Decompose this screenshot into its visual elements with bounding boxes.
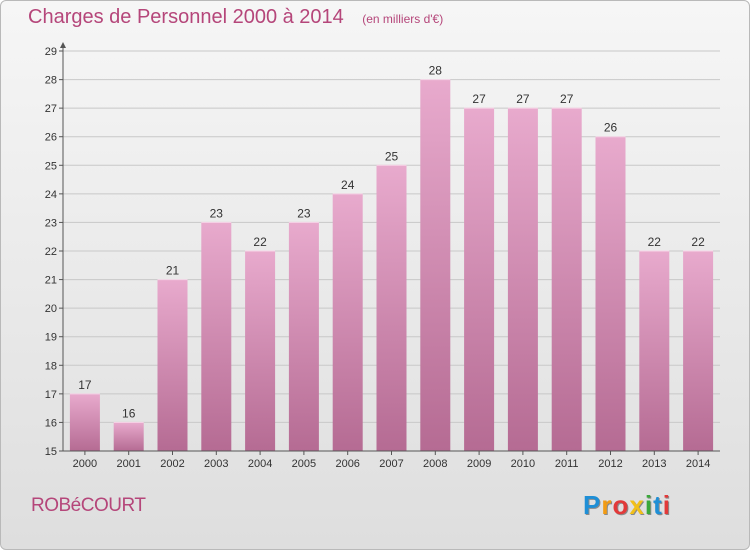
data-label: 17 [78, 378, 92, 392]
data-label: 21 [166, 264, 180, 278]
bar [245, 251, 276, 451]
y-tick-label: 27 [45, 103, 57, 115]
x-tick-label: 2001 [116, 458, 140, 470]
y-tick-label: 20 [45, 303, 57, 315]
bar [595, 136, 626, 451]
x-tick-label: 2009 [467, 458, 491, 470]
bar [113, 422, 144, 451]
y-axis-arrow [60, 42, 66, 48]
data-label: 22 [648, 235, 662, 249]
y-tick-label: 16 [45, 417, 57, 429]
bar [683, 251, 714, 451]
y-tick-label: 22 [45, 246, 57, 258]
bar [551, 108, 582, 452]
y-tick-label: 23 [45, 217, 57, 229]
x-tick-label: 2011 [555, 458, 579, 470]
bar [420, 79, 451, 452]
data-label: 27 [472, 92, 486, 106]
y-tick-label: 19 [45, 332, 57, 344]
x-tick-label: 2013 [642, 458, 666, 470]
bar [69, 393, 100, 451]
x-tick-label: 2002 [160, 458, 184, 470]
bar [376, 165, 407, 452]
bar [288, 222, 319, 451]
data-label: 23 [297, 206, 311, 220]
bar [507, 108, 538, 452]
data-label: 28 [429, 64, 443, 78]
x-tick-label: 2007 [379, 458, 403, 470]
y-tick-label: 21 [45, 275, 57, 287]
data-label: 24 [341, 178, 355, 192]
proxiti-logo: Proxiti [583, 490, 671, 521]
data-label: 25 [385, 149, 399, 163]
data-label: 27 [560, 92, 574, 106]
y-tick-label: 24 [45, 189, 57, 201]
logo-letter: i [662, 490, 671, 520]
logo-letter: x [629, 490, 645, 520]
y-tick-label: 29 [45, 46, 57, 58]
bar [157, 279, 188, 451]
y-tick-label: 26 [45, 132, 57, 144]
x-tick-label: 2006 [335, 458, 359, 470]
logo-letter: o [612, 490, 630, 520]
data-label: 27 [516, 92, 530, 106]
data-label: 16 [122, 406, 136, 420]
chart-subtitle: (en milliers d'€) [362, 12, 444, 26]
chart-title: Charges de Personnel 2000 à 2014 [28, 6, 344, 28]
logo-letter: i [644, 490, 654, 520]
axes: 15 16 17 18 19 20 21 22 23 24 25 26 27 28 29 2000 2001 20… [45, 42, 720, 470]
commune-name: ROBéCOURT [31, 495, 146, 516]
x-tick-label: 2012 [598, 458, 622, 470]
title-row: Charges de Personnel 2000 à 2014 (en mil… [28, 6, 443, 29]
x-tick-label: 2010 [511, 458, 535, 470]
logo-letter: P [583, 490, 602, 520]
data-label: 22 [253, 235, 267, 249]
bar [639, 251, 670, 451]
data-label: 23 [210, 206, 224, 220]
y-tick-label: 18 [45, 360, 57, 372]
x-tick-label: 2008 [423, 458, 447, 470]
x-tick-label: 2004 [248, 458, 272, 470]
y-tick-label: 17 [45, 389, 57, 401]
bar [464, 108, 495, 452]
y-tick-label: 15 [45, 446, 57, 458]
y-tick-label: 28 [45, 75, 57, 87]
logo-letter: t [653, 490, 663, 520]
bar [201, 222, 232, 451]
x-tick-label: 2003 [204, 458, 228, 470]
y-tick-label: 25 [45, 160, 57, 172]
data-label: 22 [691, 235, 705, 249]
data-label: 26 [604, 121, 618, 135]
logo-letter: r [601, 490, 613, 520]
x-tick-label: 2005 [292, 458, 316, 470]
bar [332, 193, 363, 451]
x-tick-label: 2014 [686, 458, 710, 470]
bars [69, 79, 714, 452]
value-labels: 17 16 21 23 22 23 24 25 28 27 27 27 26 22 22 [78, 64, 705, 421]
x-tick-label: 2000 [73, 458, 97, 470]
